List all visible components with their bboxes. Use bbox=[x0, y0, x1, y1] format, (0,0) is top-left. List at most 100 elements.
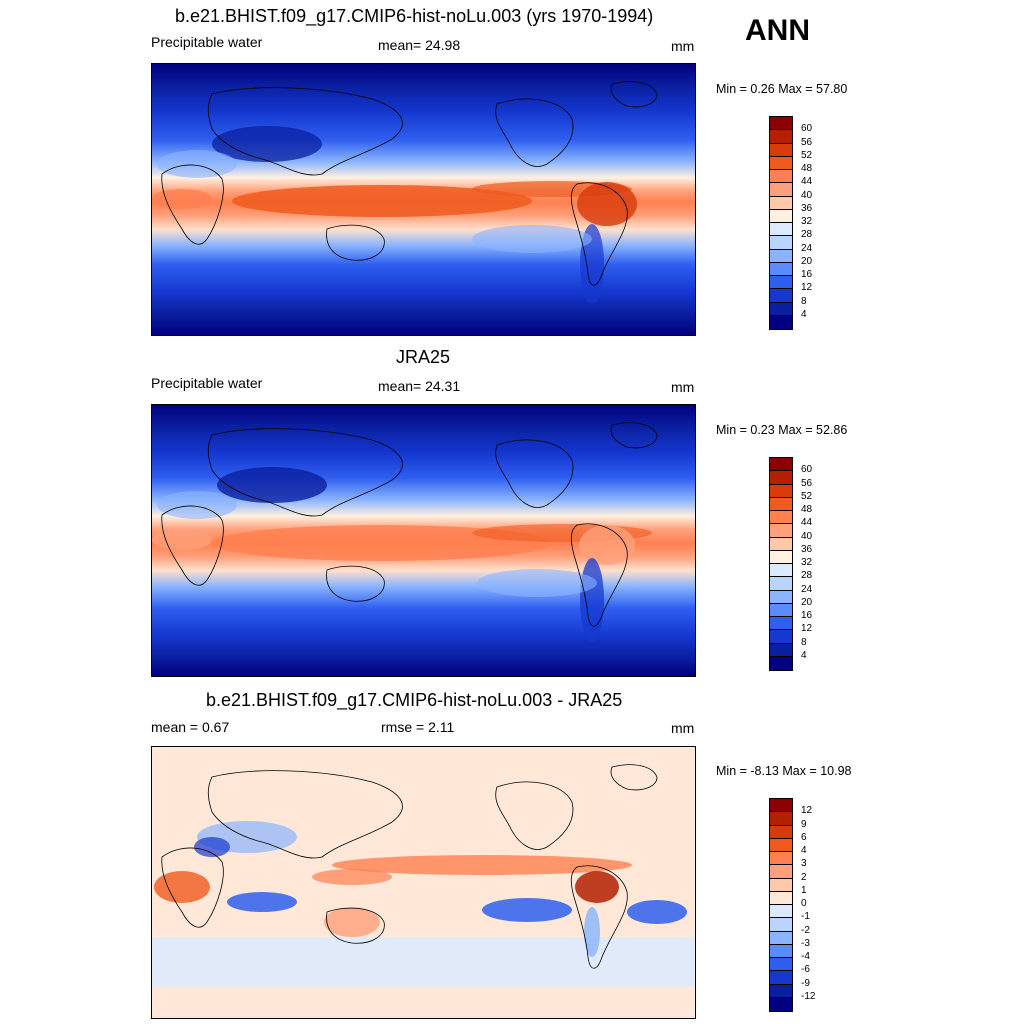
colorbar-cell bbox=[769, 275, 793, 290]
colorbar-cell bbox=[769, 142, 793, 157]
colorbar-tick-label: 40 bbox=[801, 189, 813, 201]
colorbar-cell bbox=[769, 576, 793, 591]
colorbar-tick-label: 28 bbox=[801, 229, 813, 241]
colorbar-cell bbox=[769, 457, 793, 472]
colorbar-cell bbox=[769, 536, 793, 551]
colorbar-cell bbox=[769, 261, 793, 276]
colorbar-tick-label: 20 bbox=[801, 255, 813, 267]
colorbar-cell bbox=[769, 549, 793, 564]
colorbar-tick-label: 44 bbox=[801, 176, 813, 188]
colorbar-cell bbox=[769, 248, 793, 263]
panel2-map bbox=[151, 404, 696, 677]
colorbar-cell bbox=[769, 563, 793, 578]
colorbar-cell bbox=[769, 798, 793, 813]
colorbar-cell bbox=[769, 943, 793, 958]
panel1-amazon-max bbox=[577, 182, 637, 226]
colorbar-cell bbox=[769, 116, 793, 131]
colorbar-tick-label: 24 bbox=[801, 242, 813, 254]
colorbar-cell bbox=[769, 917, 793, 932]
colorbar-cell bbox=[769, 811, 793, 826]
panel2-variable-label: Precipitable water bbox=[151, 375, 263, 391]
colorbar-tick-label: 4 bbox=[801, 845, 807, 856]
panel3-io-neg bbox=[227, 892, 297, 912]
colorbar-tick-label: 28 bbox=[801, 570, 813, 582]
colorbar-cell bbox=[769, 496, 793, 511]
panel3-africa-pos bbox=[154, 871, 210, 903]
colorbar-tick-label: 1 bbox=[801, 884, 807, 896]
panel1-coastlines bbox=[161, 81, 658, 286]
colorbar-tick-label: 24 bbox=[801, 583, 813, 595]
panel1-warm-pool bbox=[232, 185, 532, 217]
colorbar-cell bbox=[769, 629, 793, 644]
panel3-rmse-label: rmse = 2.11 bbox=[381, 719, 455, 735]
panel3-title: b.e21.BHIST.f09_g17.CMIP6-hist-noLu.003 … bbox=[206, 690, 623, 710]
colorbar-cell bbox=[769, 642, 793, 657]
colorbar-cell bbox=[769, 483, 793, 498]
colorbar-cell bbox=[769, 890, 793, 905]
colorbar-tick-label: 56 bbox=[801, 477, 813, 489]
colorbar-tick-label: 60 bbox=[801, 123, 813, 135]
colorbar-tick-label: 8 bbox=[801, 295, 807, 307]
colorbar-tick-label: -4 bbox=[801, 951, 810, 962]
panel1-africa-band bbox=[152, 189, 212, 209]
colorbar-tick-label: 48 bbox=[801, 163, 813, 174]
colorbar-cell bbox=[769, 314, 793, 330]
panel2-coastlines bbox=[161, 422, 658, 627]
colorbar-cell bbox=[769, 523, 793, 538]
panel2-tibet-dry bbox=[217, 467, 327, 503]
season-label: ANN bbox=[745, 14, 810, 47]
panel1-title: b.e21.BHIST.f09_g17.CMIP6-hist-noLu.003 … bbox=[175, 6, 654, 26]
colorbar-tick-label: 0 bbox=[801, 898, 807, 909]
panel1-mean-label: mean= 24.98 bbox=[378, 37, 461, 53]
colorbar-tick-label: 6 bbox=[801, 831, 807, 843]
colorbar-tick-label: 3 bbox=[801, 858, 807, 870]
colorbar-tick-label: -6 bbox=[801, 964, 810, 976]
panel3-arabia-neg bbox=[194, 837, 230, 857]
panel3-map bbox=[151, 746, 696, 1019]
panel2-sahara-dry bbox=[157, 491, 237, 519]
colorbar-tick-label: 9 bbox=[801, 818, 807, 830]
colorbar-tick-label: 44 bbox=[801, 517, 813, 529]
panel2-africa-band bbox=[152, 530, 212, 550]
panel1-variable-label: Precipitable water bbox=[151, 34, 263, 50]
colorbar-cell bbox=[769, 983, 793, 998]
panel1-tibet-dry bbox=[212, 126, 322, 162]
colorbar-cell bbox=[769, 169, 793, 184]
panel2-colorbar: 60 56 52 48 44 40 36 32 28 24 20 16 12 8 4 bbox=[769, 457, 829, 671]
colorbar-cell bbox=[769, 129, 793, 144]
colorbar-tick-label: 56 bbox=[801, 136, 813, 148]
panel1-units: mm bbox=[671, 38, 695, 54]
panel3-south-blue bbox=[152, 937, 695, 987]
panel1-sahara-dry bbox=[157, 150, 237, 178]
colorbar-tick-label: 2 bbox=[801, 871, 807, 883]
colorbar-cell bbox=[769, 616, 793, 631]
panel1-minmax: Min = 0.26 Max = 57.80 bbox=[716, 82, 848, 96]
colorbar-cell bbox=[769, 288, 793, 303]
panel2-sepac-dry bbox=[477, 569, 597, 597]
colorbar-cell bbox=[769, 155, 793, 170]
panel3-mean-label: mean = 0.67 bbox=[151, 719, 230, 735]
colorbar-tick-label: 4 bbox=[801, 308, 807, 320]
colorbar-cell bbox=[769, 222, 793, 237]
panel3-minmax: Min = -8.13 Max = 10.98 bbox=[716, 764, 852, 778]
colorbar-cell bbox=[769, 182, 793, 197]
colorbar-tick-label: 4 bbox=[801, 649, 807, 661]
panel2-warm-pool bbox=[212, 525, 552, 561]
panel3-aus-pos bbox=[324, 907, 380, 937]
colorbar-cell bbox=[769, 957, 793, 972]
colorbar-tick-label: 12 bbox=[801, 623, 813, 635]
colorbar-cell bbox=[769, 877, 793, 892]
colorbar-cell bbox=[769, 930, 793, 945]
colorbar-cell bbox=[769, 208, 793, 223]
colorbar-cell bbox=[769, 470, 793, 485]
panel1-sepac-dry bbox=[472, 225, 592, 253]
colorbar-cell bbox=[769, 824, 793, 839]
panel3-coastlines bbox=[161, 764, 658, 969]
colorbar-tick-label: -9 bbox=[801, 977, 810, 989]
colorbar-tick-label: -12 bbox=[801, 990, 816, 1002]
panel1-map bbox=[151, 63, 696, 336]
panel2-mean-label: mean= 24.31 bbox=[378, 378, 461, 394]
colorbar-cell bbox=[769, 655, 793, 671]
panel3-amazon-pos bbox=[575, 871, 619, 903]
colorbar-tick-label: 20 bbox=[801, 596, 813, 608]
